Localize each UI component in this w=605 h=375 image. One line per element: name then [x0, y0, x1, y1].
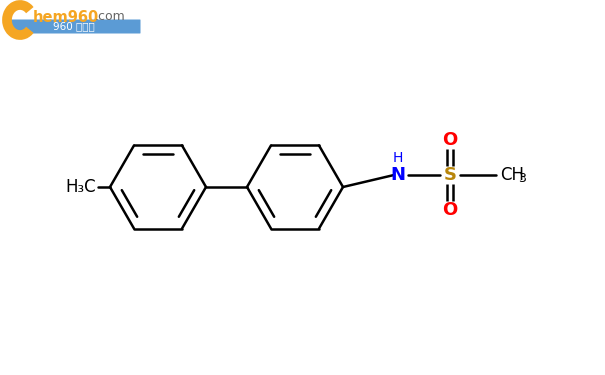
- Text: 960 化工网: 960 化工网: [53, 21, 95, 32]
- Text: S: S: [443, 166, 457, 184]
- Text: hem960: hem960: [33, 9, 99, 24]
- Text: O: O: [442, 131, 457, 149]
- Text: H₃C: H₃C: [65, 178, 96, 196]
- FancyBboxPatch shape: [7, 20, 140, 33]
- Text: CH: CH: [500, 166, 524, 184]
- Text: O: O: [442, 201, 457, 219]
- Text: N: N: [390, 166, 405, 184]
- Text: .com: .com: [95, 10, 126, 24]
- Text: 3: 3: [518, 171, 526, 184]
- Text: H: H: [393, 151, 403, 165]
